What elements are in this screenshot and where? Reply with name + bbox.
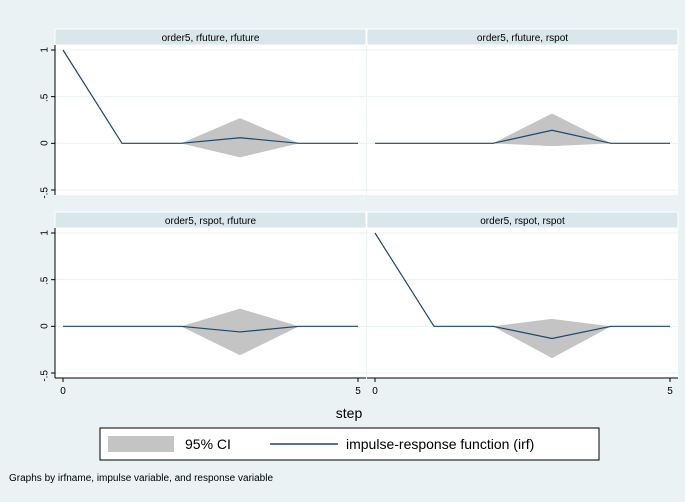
chart-note: Graphs by irfname, impulse variable, and… — [9, 473, 273, 484]
y-tick-label: 1 — [40, 47, 51, 53]
plot-area — [367, 45, 678, 195]
ci-band — [375, 233, 670, 359]
plot-area — [55, 228, 366, 378]
x-tick-label: 0 — [60, 386, 66, 397]
panel-1: order5, rfuture, rfuture 1 .5 0 -.5 — [40, 28, 367, 199]
panel-title: order5, rfuture, rspot — [477, 33, 568, 44]
y-tick-label: -.5 — [40, 187, 51, 199]
panel-title: order5, rspot, rfuture — [165, 216, 257, 227]
irf-line — [62, 49, 358, 144]
y-tick-label: 0 — [40, 323, 51, 329]
ci-band — [63, 308, 358, 356]
irf-line — [374, 232, 670, 340]
panel-4: order5, rspot, rspot 0 5 — [366, 211, 679, 397]
plot-area — [367, 228, 678, 378]
x-axis-title: step — [336, 405, 363, 421]
legend-irf-label: impulse-response function (irf) — [346, 436, 534, 452]
y-tick-label: .5 — [40, 276, 51, 285]
x-tick-label: 0 — [372, 386, 378, 397]
irf-line — [63, 325, 358, 333]
panel-title: order5, rspot, rspot — [480, 216, 565, 227]
panel-title: order5, rfuture, rfuture — [162, 33, 260, 44]
ci-band — [63, 50, 358, 158]
y-tick-label: -.5 — [40, 370, 51, 382]
x-tick-label: 5 — [355, 386, 361, 397]
panel-2: order5, rfuture, rspot — [366, 28, 679, 195]
y-tick-label: 1 — [40, 230, 51, 236]
x-tick-label: 5 — [667, 386, 673, 397]
plot-area — [55, 45, 366, 195]
y-tick-label: 0 — [40, 140, 51, 146]
ci-band — [375, 113, 670, 147]
legend-ci-label: 95% CI — [185, 436, 231, 452]
legend-box — [99, 427, 600, 461]
legend: 95% CI impulse-response function (irf) — [99, 427, 600, 461]
legend-ci-swatch — [108, 436, 174, 452]
irf-line — [375, 129, 670, 144]
panel-3: order5, rspot, rfuture 1 .5 0 -.5 0 5 — [40, 211, 367, 397]
y-tick-label: .5 — [40, 93, 51, 102]
